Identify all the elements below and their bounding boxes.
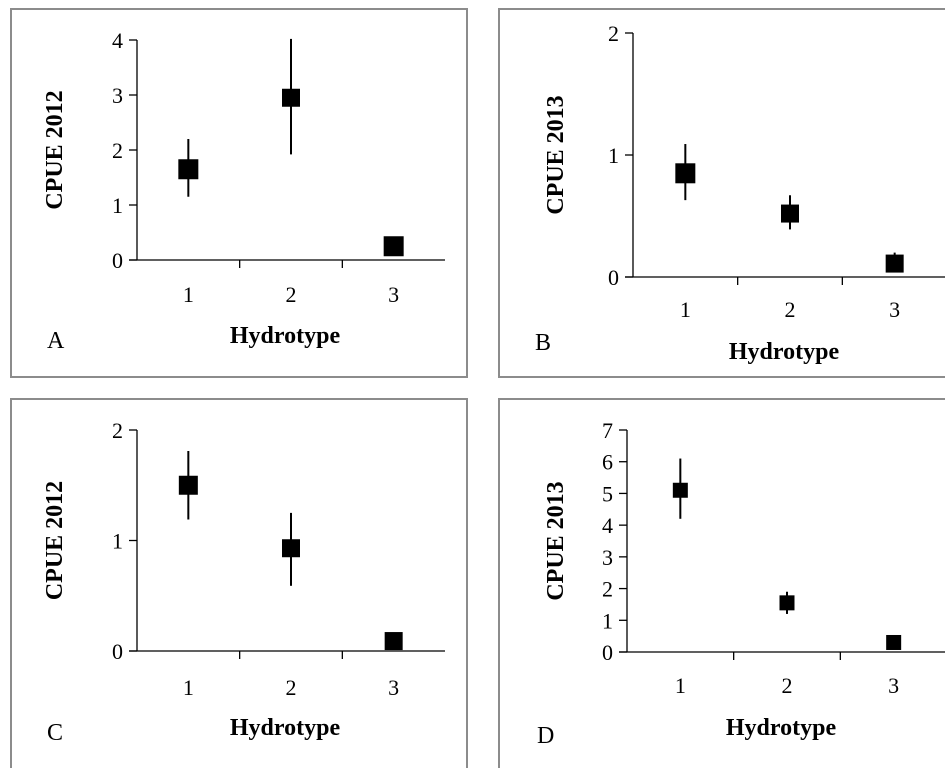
chart-panel-c: 0 1 2 1 2 3 CPUE 2012 Hydrotype C [10,398,468,768]
y-tick-label: 5 [602,481,613,506]
y-tick-label: 7 [602,418,613,443]
x-tick-label: 1 [680,297,691,322]
y-axis-title: CPUE 2012 [42,90,68,209]
data-point-marker [885,254,904,273]
y-tick-label: 2 [608,21,619,46]
y-tick-label: 1 [602,608,613,633]
y-tick-label: 6 [602,450,613,475]
chart-c-svg: 0 1 2 1 2 3 CPUE 2012 Hydrotype C [42,418,445,746]
chart-panel-d: 0 1 2 3 4 5 6 7 1 2 3 CPUE 2013 Hydrotype D [498,398,945,768]
y-tick-label: 2 [602,577,613,602]
y-tick-label: 4 [112,28,123,53]
chart-a-svg: 0 1 2 3 4 1 2 3 CPUE 2012 Hydrotype A [42,28,445,354]
y-tick-label: 0 [608,265,619,290]
data-point-marker [383,236,404,257]
panel-label: D [537,723,554,749]
x-tick-label: 2 [286,675,297,700]
data-point-marker [178,159,199,180]
y-tick-label: 1 [112,529,123,554]
y-tick-label: 4 [602,513,613,538]
y-tick-label: 1 [608,143,619,168]
y-axis-title: CPUE 2013 [543,481,569,600]
chart-panel-b: 0 1 2 1 2 3 CPUE 2013 Hydrotype B [498,8,945,378]
x-tick-label: 2 [782,673,793,698]
y-tick-label: 3 [602,545,613,570]
x-tick-label: 1 [183,282,194,307]
y-tick-label: 0 [112,639,123,664]
x-tick-label: 1 [675,673,686,698]
y-tick-label: 1 [112,193,123,218]
x-tick-label: 2 [286,282,297,307]
x-tick-label: 3 [388,675,399,700]
panel-label: A [47,328,65,354]
y-axis-title: CPUE 2013 [543,95,569,214]
chart-panel-a: 0 1 2 3 4 1 2 3 CPUE 2012 Hydrotype A [10,8,468,378]
x-axis-title: Hydrotype [726,715,837,741]
y-tick-label: 0 [112,248,123,273]
y-tick-label: 2 [112,418,123,443]
x-axis-title: Hydrotype [230,715,341,741]
data-point-marker [886,634,902,650]
chart-d-svg: 0 1 2 3 4 5 6 7 1 2 3 CPUE 2013 Hydrotype D [537,418,945,749]
y-axis-title: CPUE 2012 [42,481,68,600]
data-point-marker [781,204,799,223]
x-axis-title: Hydrotype [230,323,341,349]
x-tick-label: 3 [888,673,899,698]
chart-b-svg: 0 1 2 1 2 3 CPUE 2013 Hydrotype B [535,21,945,365]
x-tick-label: 1 [183,675,194,700]
data-point-marker [779,595,795,611]
panel-label: B [535,330,551,356]
data-point-marker [282,539,300,558]
data-point-marker [675,163,696,184]
data-point-marker [672,482,688,498]
x-axis-title: Hydrotype [729,339,840,365]
y-tick-label: 0 [602,640,613,665]
y-tick-label: 3 [112,83,123,108]
x-tick-label: 2 [785,297,796,322]
panel-label: C [47,720,63,746]
x-tick-label: 3 [388,282,399,307]
data-point-marker [178,475,198,495]
y-tick-label: 2 [112,138,123,163]
data-point-marker [384,632,403,651]
data-point-marker [282,88,300,107]
x-tick-label: 3 [889,297,900,322]
